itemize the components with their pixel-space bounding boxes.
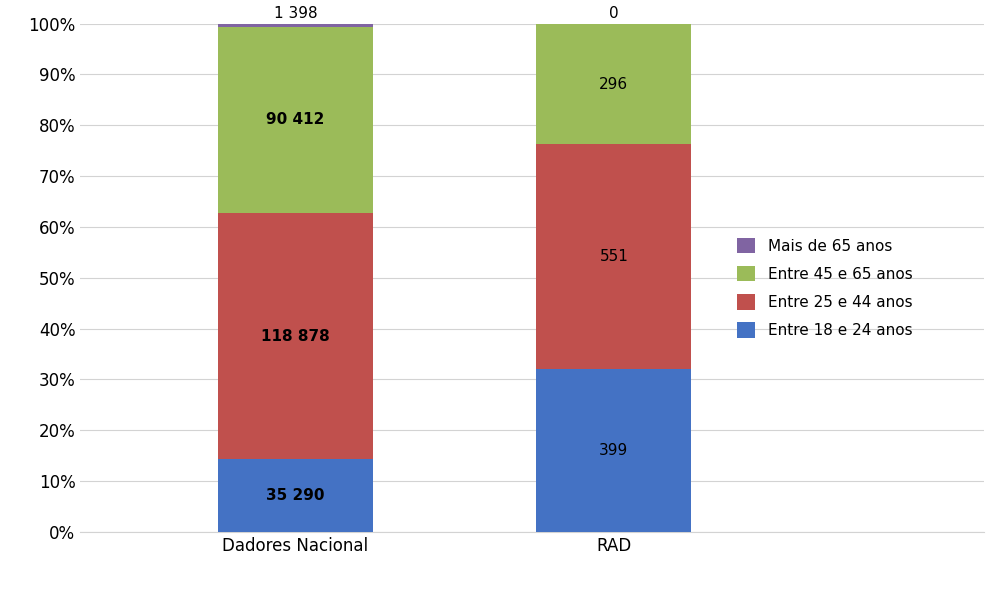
Bar xyxy=(218,24,372,27)
Text: 90 412: 90 412 xyxy=(266,112,324,128)
Legend: Mais de 65 anos, Entre 45 e 65 anos, Entre 25 e 44 anos, Entre 18 e 24 anos: Mais de 65 anos, Entre 45 e 65 anos, Ent… xyxy=(730,232,918,345)
Bar xyxy=(536,144,691,369)
Text: 35 290: 35 290 xyxy=(266,488,324,503)
Text: 118 878: 118 878 xyxy=(261,329,330,343)
Bar xyxy=(536,24,691,144)
Bar xyxy=(218,27,372,213)
Text: 0: 0 xyxy=(609,6,618,21)
Bar xyxy=(218,213,372,459)
Text: 296: 296 xyxy=(599,76,628,92)
Text: 1 398: 1 398 xyxy=(274,6,317,21)
Bar xyxy=(536,369,691,532)
Bar xyxy=(218,459,372,532)
Text: 551: 551 xyxy=(599,249,628,264)
Text: 399: 399 xyxy=(599,443,628,458)
